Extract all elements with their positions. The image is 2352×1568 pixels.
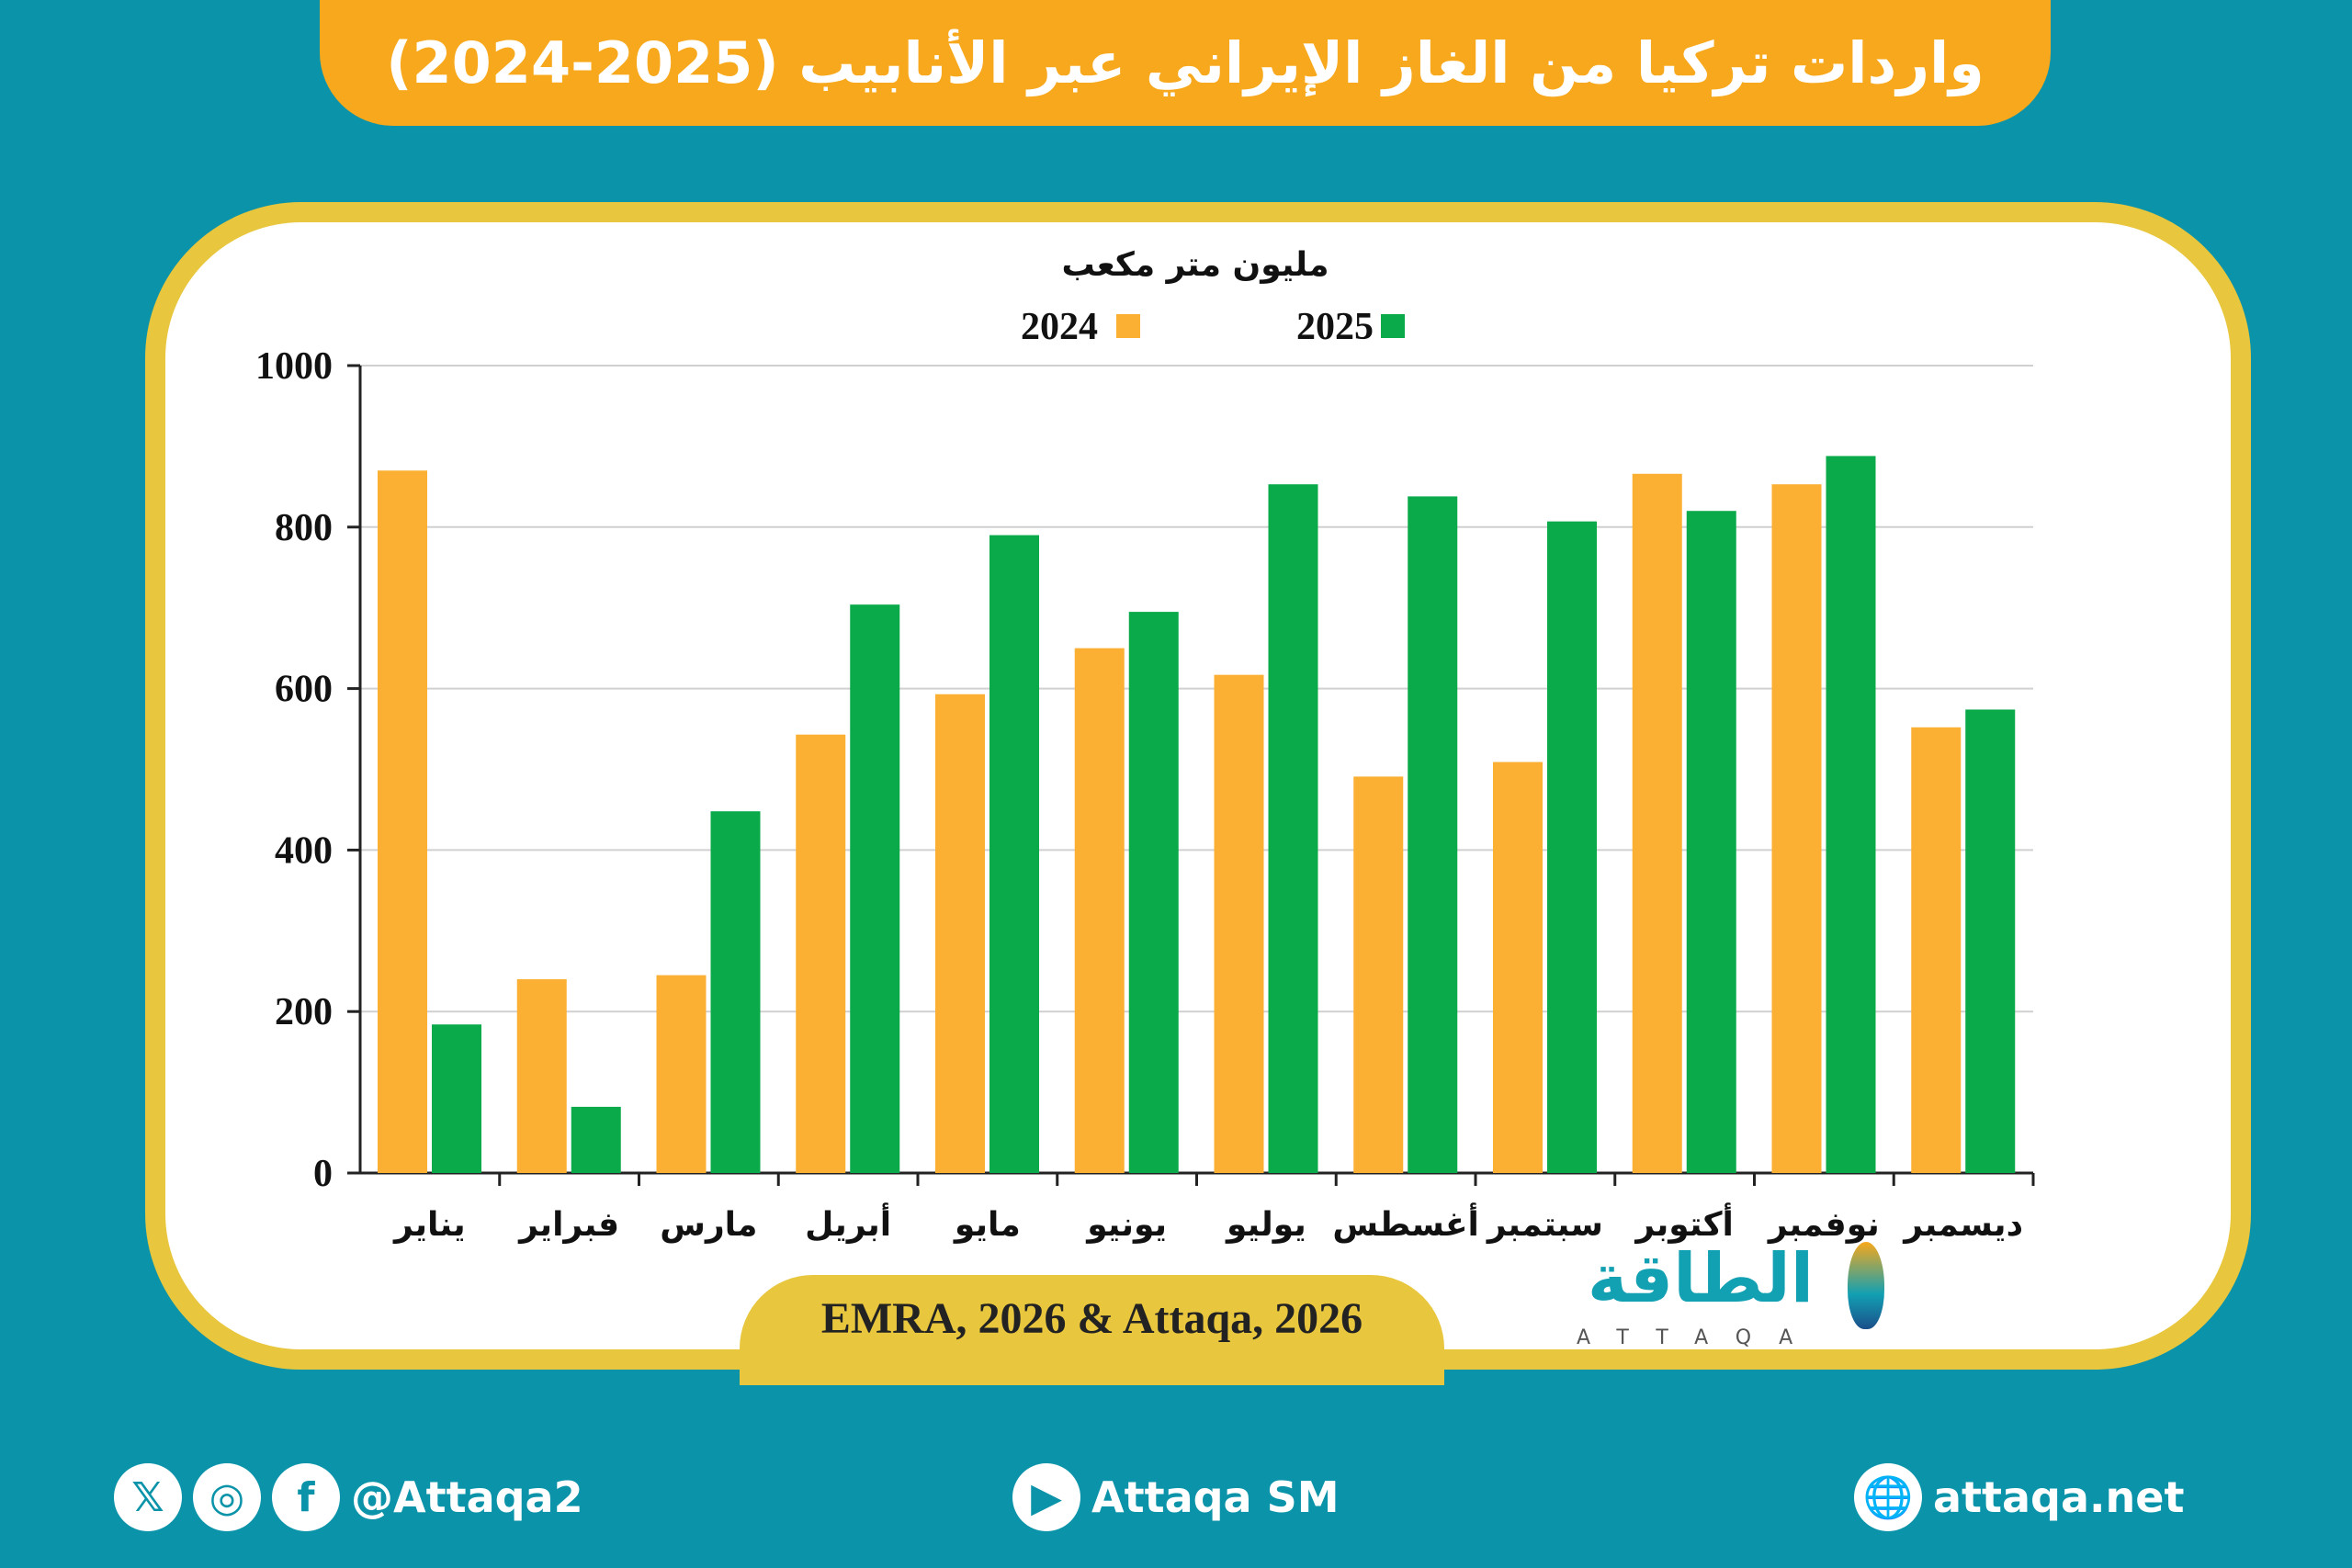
youtube-channel[interactable]: Attaqa SM [1091, 1472, 1340, 1522]
x-tick-label: أغسطس [1332, 1202, 1479, 1244]
x-tick-label: نوفمبر [1767, 1206, 1880, 1244]
x-tick-label: يونيو [1085, 1206, 1167, 1244]
x-tick-label: أبريل [805, 1202, 891, 1244]
bar-2024-1 [378, 470, 427, 1173]
legend-swatch-2025 [1381, 314, 1405, 338]
bar-2025-10 [1686, 511, 1736, 1173]
bar-2024-11 [1771, 484, 1822, 1173]
footer-youtube: ▶ Attaqa SM [1012, 1461, 1340, 1534]
bar-2025-1 [432, 1024, 481, 1173]
x-tick-label: يناير [392, 1206, 466, 1244]
bar-2025-3 [710, 811, 761, 1173]
instagram-icon[interactable]: ◎ [193, 1463, 261, 1531]
y-tick-label: 400 [275, 829, 333, 872]
bar-2025-2 [571, 1106, 621, 1173]
logo-english: ATTAQA [1577, 1326, 1821, 1349]
legend-label-2024: 2024 [1021, 306, 1098, 348]
bar-2025-7 [1268, 484, 1318, 1173]
bar-2024-3 [656, 975, 707, 1173]
bar-2024-2 [516, 979, 567, 1173]
bar-2024-10 [1632, 473, 1682, 1173]
globe-icon[interactable]: 🌐 [1854, 1463, 1922, 1531]
y-tick-label: 0 [313, 1153, 333, 1195]
bar-2024-12 [1911, 727, 1962, 1173]
logo-arabic: الطاقة [1587, 1239, 1815, 1318]
youtube-icon[interactable]: ▶ [1012, 1463, 1080, 1531]
title-banner: واردات تركيا من الغاز الإيراني عبر الأنا… [320, 0, 2051, 126]
bar-2025-8 [1408, 496, 1458, 1173]
bar-2024-6 [1074, 648, 1125, 1173]
x-tick-label: أكتوبر [1634, 1202, 1733, 1244]
legend-swatch-2024 [1116, 314, 1140, 338]
y-tick-label: 1000 [255, 345, 333, 388]
bar-2024-5 [935, 694, 985, 1173]
bar-2024-7 [1214, 674, 1264, 1173]
attaqa-logo: الطاقة ATTAQA [1567, 1242, 1898, 1357]
bar-2024-9 [1493, 761, 1543, 1173]
bar-2024-4 [796, 734, 846, 1173]
y-tick-label: 600 [275, 669, 333, 711]
x-tick-label: يوليو [1225, 1206, 1306, 1244]
logo-drop-icon [1848, 1242, 1884, 1329]
y-axis-unit-label: مليون متر مكعب [1061, 246, 1329, 284]
y-tick-label: 800 [275, 507, 333, 549]
footer-website: 🌐 attaqa.net [1854, 1461, 2184, 1534]
facebook-icon[interactable]: f [272, 1463, 340, 1531]
footer-social: 𝕏 ◎ f @Attaqa2 [114, 1461, 583, 1534]
x-tick-label: سبتمبر [1486, 1206, 1603, 1244]
website-link[interactable]: attaqa.net [1933, 1472, 2185, 1522]
x-tick-label: ديسمبر [1902, 1206, 2023, 1244]
bar-2024-8 [1353, 776, 1404, 1173]
bar-2025-4 [850, 604, 900, 1173]
source-text: EMRA, 2026 & Attaqa, 2026 [820, 1294, 1363, 1343]
chart-title: واردات تركيا من الغاز الإيراني عبر الأنا… [386, 29, 1984, 96]
bar-2025-5 [989, 535, 1039, 1173]
x-tick-label: فبراير [517, 1206, 619, 1244]
x-tick-label: مايو [953, 1206, 1021, 1244]
legend-label-2025: 2025 [1296, 306, 1374, 348]
x-icon[interactable]: 𝕏 [114, 1463, 182, 1531]
x-tick-label: مارس [660, 1206, 757, 1244]
bar-2025-11 [1826, 456, 1876, 1173]
source-label: EMRA, 2026 & Attaqa, 2026 [740, 1275, 1444, 1385]
social-handle[interactable]: @Attaqa2 [351, 1472, 583, 1522]
bar-2025-9 [1547, 521, 1597, 1173]
bar-2025-12 [1965, 709, 2016, 1173]
bar-2025-6 [1128, 612, 1179, 1173]
y-tick-label: 200 [275, 991, 333, 1033]
legend: 2024 2025 [1021, 306, 1405, 348]
